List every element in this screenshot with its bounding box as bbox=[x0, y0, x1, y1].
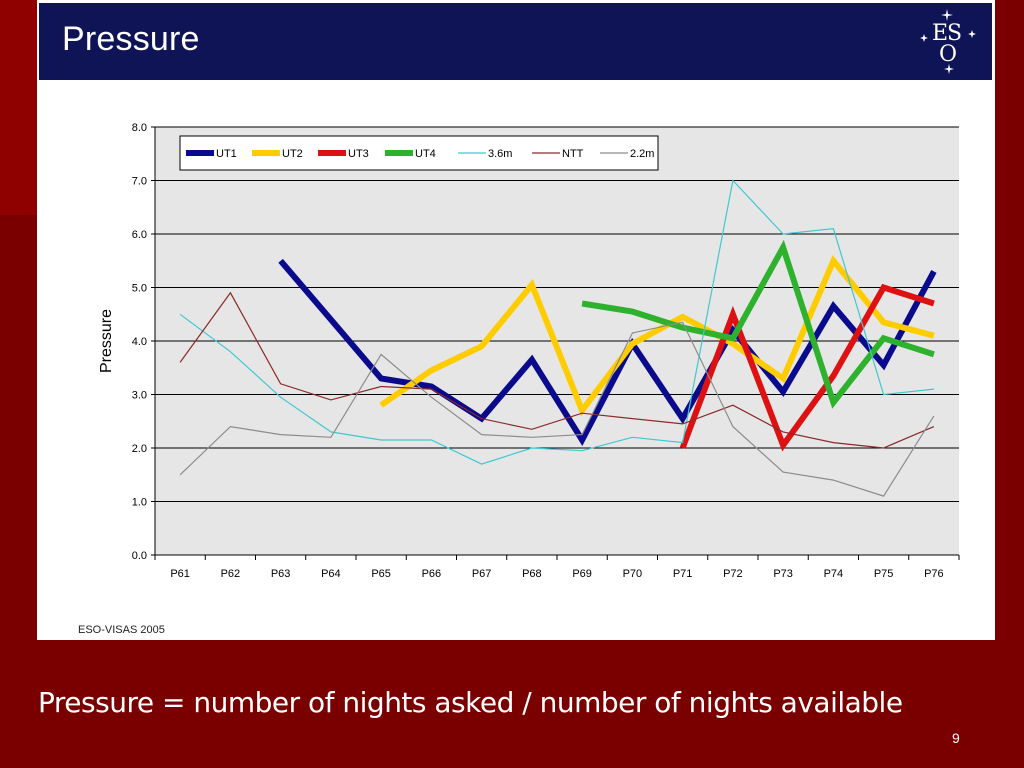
y-tick-label: 3.0 bbox=[132, 390, 147, 402]
legend-label: UT2 bbox=[282, 148, 303, 160]
x-tick-label: P73 bbox=[773, 568, 793, 580]
y-tick-label: 5.0 bbox=[132, 283, 147, 295]
source-note: ESO-VISAS 2005 bbox=[78, 624, 165, 636]
x-tick-label: P66 bbox=[422, 568, 442, 580]
x-tick-label: P65 bbox=[371, 568, 391, 580]
legend-label: UT3 bbox=[348, 148, 369, 160]
caption: Pressure = number of nights asked / numb… bbox=[38, 686, 903, 719]
x-tick-label: P70 bbox=[623, 568, 643, 580]
x-tick-label: P63 bbox=[271, 568, 291, 580]
y-axis-label: Pressure bbox=[98, 309, 115, 373]
svg-text:E: E bbox=[932, 21, 948, 46]
series-line-2.2m bbox=[179, 321, 935, 497]
x-tick-label: P62 bbox=[221, 568, 241, 580]
x-tick-label: P64 bbox=[321, 568, 341, 580]
series-line-3.6m bbox=[179, 179, 934, 465]
y-tick-label: 7.0 bbox=[132, 176, 147, 188]
x-tick-label: P61 bbox=[170, 568, 190, 580]
title-bar bbox=[39, 3, 992, 80]
x-tick-label: P67 bbox=[472, 568, 492, 580]
legend-label: 3.6m bbox=[488, 148, 512, 160]
page-number: 9 bbox=[952, 730, 960, 746]
x-tick-label: P74 bbox=[824, 568, 844, 580]
x-tick-label: P75 bbox=[874, 568, 894, 580]
x-tick-label: P68 bbox=[522, 568, 542, 580]
background-accent bbox=[0, 0, 40, 215]
y-tick-label: 0.0 bbox=[132, 550, 147, 562]
series-line-UT2 bbox=[379, 255, 935, 417]
y-tick-label: 8.0 bbox=[132, 122, 147, 134]
x-tick-label: P71 bbox=[673, 568, 693, 580]
slide-title: Pressure bbox=[62, 20, 200, 58]
series-line-NTT bbox=[179, 291, 935, 449]
legend-label: 2.2m bbox=[630, 148, 654, 160]
y-tick-label: 4.0 bbox=[132, 336, 147, 348]
x-tick-label: P72 bbox=[723, 568, 743, 580]
series-line-UT4 bbox=[581, 239, 935, 409]
legend-label: NTT bbox=[562, 148, 584, 160]
eso-logo: E S O bbox=[920, 9, 976, 74]
legend-label: UT4 bbox=[415, 148, 436, 160]
x-tick-label: P76 bbox=[924, 568, 944, 580]
svg-text:O: O bbox=[939, 42, 957, 67]
y-tick-label: 1.0 bbox=[132, 497, 147, 509]
pressure-chart: 0.0 1.0 2.0 3.0 4.0 5.0 6.0 7.0 8.0 P61 P62 P63 P64 P… bbox=[98, 122, 960, 580]
y-tick-label: 6.0 bbox=[132, 229, 147, 241]
svg-text:S: S bbox=[947, 21, 962, 46]
legend-label: UT1 bbox=[216, 148, 237, 160]
x-tick-label: P69 bbox=[572, 568, 592, 580]
series-line-UT1 bbox=[278, 258, 937, 447]
y-tick-label: 2.0 bbox=[132, 443, 147, 455]
